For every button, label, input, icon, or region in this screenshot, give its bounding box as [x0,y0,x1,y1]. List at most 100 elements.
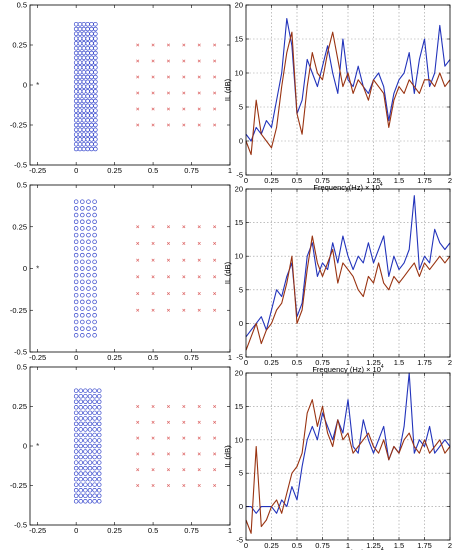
receiver-point [197,258,201,262]
receiver-point [213,59,217,63]
scatterer-point [80,259,85,265]
x-tick-label: 0.75 [315,176,330,185]
scatterer-point [73,393,79,399]
scatterer-point [93,50,98,56]
y-tick-label: 0 [239,502,243,511]
scatterer-point [73,69,79,75]
receiver-point [151,436,155,440]
receiver-point [182,75,186,79]
receiver-point [136,241,140,245]
scatterer-point [73,449,79,454]
scatterer-point [83,482,88,487]
scatterer-point [86,226,91,231]
scatterer-point [92,460,97,465]
scatterer-point [86,272,91,278]
scatterer-point [86,232,91,238]
scatterer-point [89,31,94,37]
scatterer-point [81,31,87,37]
panel-geometry-a: *-0.25 0 0.25 0.5 0.75 10.50.250-0.25-0.5 [10,1,232,176]
scatterer-point [86,259,91,265]
receiver-point [197,91,201,95]
receiver-point [136,420,140,424]
scatterer-point [73,405,79,410]
scatterer-point [81,146,87,152]
scatterer-point [81,79,87,85]
receiver-point [136,452,140,456]
scatterer-point [77,50,83,56]
scatterer-point [80,286,85,291]
scatterer-point [81,69,87,75]
scatterer-point [92,199,97,204]
receiver-point [166,123,171,127]
scatterer-point [81,65,87,70]
scatterer-point [93,93,98,99]
scatterer-point [86,333,91,338]
receiver-point [182,468,186,472]
scatterer-point [85,60,90,65]
scatterer-point [81,137,87,142]
receiver-point [151,123,155,127]
scatterer-point [89,113,94,118]
scatterer-point [73,219,79,224]
scatterer-point [92,405,97,410]
receiver-point [151,59,155,63]
scatterer-point [73,26,79,32]
scatterer-point [81,93,87,99]
scatterer-point [93,69,98,75]
scatterer-point [73,454,79,460]
scatterer-point [96,499,102,504]
scatterer-point [73,279,79,285]
scatterer-point [78,410,84,416]
scatterer-point [93,21,98,27]
receiver-point [166,468,171,472]
scatterer-point [83,416,88,421]
scatterer-point [86,313,91,318]
scatterer-point [93,89,98,94]
scatterer-point [85,36,90,41]
scatterer-point [92,476,97,482]
scatterer-point [77,69,83,75]
scatterer-point [85,132,90,137]
receiver-point [151,75,155,79]
scatterer-point [73,36,79,41]
receiver-point [197,483,201,488]
scatterer-point [80,212,85,218]
scatterer-point [73,79,79,85]
receiver-point [136,59,140,63]
scatterer-point [77,45,83,51]
scatterer-point [73,98,79,104]
x-tick-label: 0.5 [148,166,158,175]
scatterer-point [87,487,93,493]
scatterer-point [92,493,97,499]
scatterer-point [78,399,84,405]
scatterer-point [77,117,83,123]
scatterer-point [73,465,79,471]
scatterer-point [73,471,79,476]
receiver-point [136,404,140,409]
scatterer-point [73,226,79,231]
scatterer-point [73,438,79,443]
scatterer-point [96,438,102,443]
scatterer-point [92,399,97,405]
y-tick-label: -5 [236,353,243,362]
scatterer-point [83,421,88,427]
scatterer-point [93,137,98,142]
series-line-1 [245,399,451,534]
scatterer-point [85,50,90,56]
scatterer-point [92,416,97,421]
scatterer-point [81,41,87,46]
scatterer-point [87,460,93,465]
scatterer-point [85,45,90,51]
receiver-point [197,123,201,127]
receiver-point [151,241,155,245]
x-tick-label: 0.75 [315,541,330,550]
x-tick-label: 2 [448,176,452,185]
receiver-point [166,436,171,440]
scatterer-point [92,259,97,265]
x-tick-label: 1 [228,166,232,175]
x-axis-label-exponent: 4 [381,364,384,370]
scatterer-point [80,313,85,318]
scatterer-point [87,416,93,421]
x-axis-label-exponent: 4 [380,182,383,188]
y-tick-label: 20 [235,1,243,10]
